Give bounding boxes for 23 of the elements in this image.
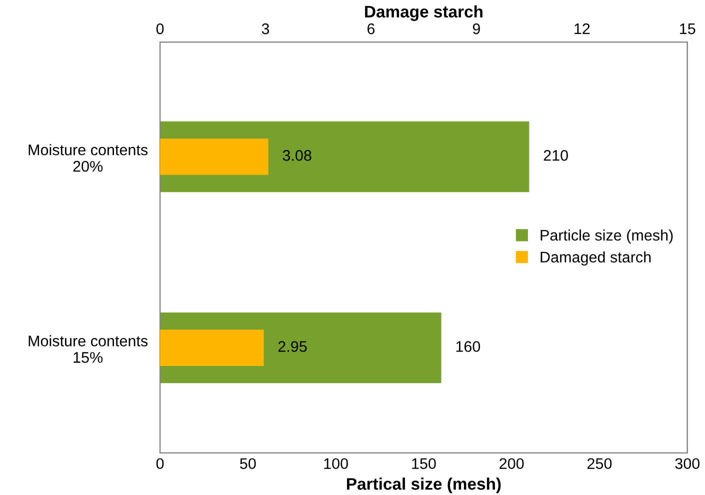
data-label: 2.95: [278, 341, 307, 352]
legend-label: Damaged starch: [540, 251, 651, 266]
x2-tick-label: 3: [262, 23, 270, 34]
x2-tick-label: 15: [680, 24, 696, 34]
x-tick-label: 0: [156, 458, 164, 470]
x-tick-label: 200: [500, 458, 524, 470]
data-label: 210: [544, 150, 568, 161]
x-tick-label: 100: [324, 458, 348, 470]
x-tick-label: 250: [588, 458, 612, 470]
x-tick-label: 50: [240, 458, 256, 470]
x-tick-label: 150: [412, 458, 436, 470]
x2-axis-title: Damage starch: [365, 5, 482, 21]
legend-label: Particle size (mesh): [540, 229, 673, 244]
x2-tick-label: 9: [472, 23, 480, 34]
y-tick-label: Moisture contents 15%: [28, 335, 148, 363]
data-label: 3.08: [282, 150, 312, 161]
data-label: 160: [456, 341, 480, 352]
x2-tick-label: 0: [156, 23, 164, 34]
x-axis-title: Partical size (mesh): [347, 478, 501, 494]
x2-tick-label: 6: [368, 23, 375, 34]
x2-tick-label: 12: [574, 23, 590, 34]
x-tick-label: 300: [675, 458, 700, 470]
y-tick-label: Moisture contents 20%: [28, 144, 148, 172]
